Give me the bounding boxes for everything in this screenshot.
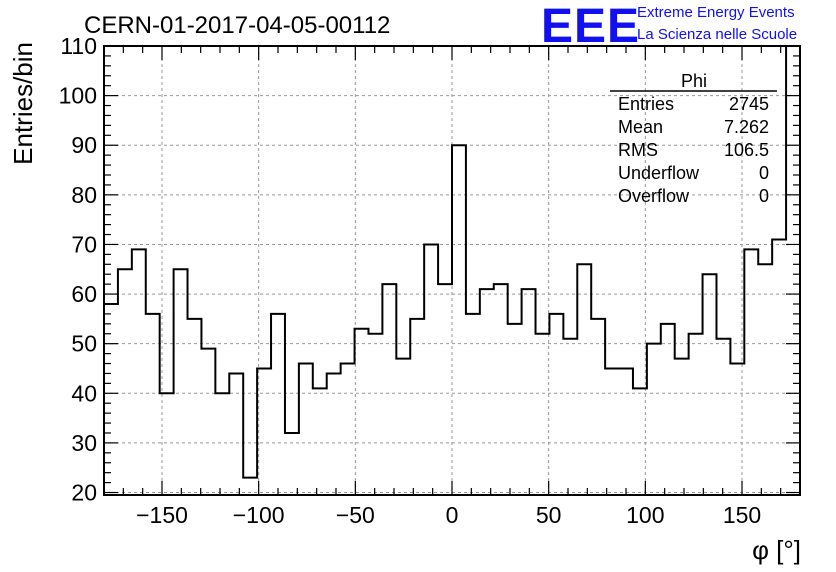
y-tick-label: 40 xyxy=(71,380,97,406)
histogram-bin xyxy=(104,304,118,495)
histogram-bin xyxy=(243,478,257,495)
histogram-bin xyxy=(299,364,313,495)
histogram-bin xyxy=(327,373,341,495)
histogram-bin xyxy=(647,344,661,495)
logo-line1: Extreme Energy Events xyxy=(637,4,795,21)
x-tick-label: 150 xyxy=(723,502,761,528)
histogram-bin xyxy=(201,349,215,495)
histogram-bin xyxy=(215,393,229,495)
histogram-bin xyxy=(188,319,202,495)
histogram-bin xyxy=(494,284,508,495)
histogram-bin xyxy=(368,334,382,495)
histogram-bin xyxy=(758,264,772,495)
stats-row-label: Mean xyxy=(618,117,663,137)
y-tick-label: 90 xyxy=(71,132,97,158)
histogram-bin xyxy=(396,359,410,495)
histogram-bin xyxy=(772,239,786,495)
histogram-bin xyxy=(675,359,689,495)
histogram-bin xyxy=(508,324,522,495)
histogram-bin xyxy=(522,289,536,495)
x-tick-label: 0 xyxy=(446,502,459,528)
histogram-bin xyxy=(132,249,146,495)
histogram-bin xyxy=(313,388,327,495)
histogram-bin xyxy=(480,289,494,495)
chart-title: CERN-01-2017-04-05-00112 xyxy=(84,12,390,39)
stats-row-value: 7.262 xyxy=(724,117,769,137)
stats-row-label: Entries xyxy=(618,94,674,114)
histogram-bin xyxy=(563,339,577,495)
histogram-bars xyxy=(104,45,800,495)
histogram-bin xyxy=(424,244,438,495)
eee-logo: EEE Extreme Energy Events La Scienza nel… xyxy=(541,0,797,53)
stats-row-value: 106.5 xyxy=(724,140,769,160)
y-axis-label: Entries/bin xyxy=(8,42,38,165)
histogram-bin xyxy=(744,249,758,495)
histogram-bin xyxy=(466,314,480,495)
stats-row-value: 2745 xyxy=(729,94,769,114)
y-tick-label: 30 xyxy=(71,430,97,456)
stats-row-label: RMS xyxy=(618,140,658,160)
histogram-bin xyxy=(703,274,717,495)
histogram-bin xyxy=(536,334,550,495)
y-tick-label: 60 xyxy=(71,281,97,307)
histogram-bin xyxy=(786,46,800,495)
y-tick-label: 80 xyxy=(71,182,97,208)
histogram-bin xyxy=(633,388,647,495)
histogram-bin xyxy=(341,364,355,495)
histogram-bin xyxy=(160,393,174,495)
logo-line2: La Scienza nelle Scuole xyxy=(637,26,797,43)
histogram-bin xyxy=(716,339,730,495)
histogram-bin xyxy=(438,284,452,495)
histogram-bin xyxy=(549,314,563,495)
logo-text: EEE xyxy=(541,0,640,53)
stats-row-value: 0 xyxy=(759,163,769,183)
histogram-bin xyxy=(118,269,132,495)
x-axis-label: φ [°] xyxy=(752,535,801,565)
y-tick-label: 100 xyxy=(59,83,97,109)
x-tick-label: 100 xyxy=(626,502,664,528)
stats-row-label: Underflow xyxy=(618,163,700,183)
histogram-bin xyxy=(146,314,160,495)
x-tick-label: −100 xyxy=(233,502,285,528)
histogram-bin xyxy=(577,264,591,495)
histogram-bin xyxy=(591,319,605,495)
histogram-bin xyxy=(382,284,396,495)
histogram-bin xyxy=(730,364,744,495)
stats-title: Phi xyxy=(681,71,707,91)
y-tick-label: 70 xyxy=(71,231,97,257)
x-tick-label: −50 xyxy=(336,502,375,528)
tick-labels: −150 −100 −50 0 50 100 150 20 30 40 50 60 70 80 90 100 1… xyxy=(59,33,762,528)
histogram-bin xyxy=(355,329,369,495)
histogram-bin xyxy=(689,334,703,495)
histogram-bin xyxy=(605,368,619,495)
y-tick-label: 50 xyxy=(71,331,97,357)
stats-row-label: Overflow xyxy=(618,186,690,206)
histogram-bin xyxy=(452,145,466,495)
x-tick-label: −150 xyxy=(136,502,188,528)
stats-row-value: 0 xyxy=(759,186,769,206)
histogram-bin xyxy=(229,373,243,495)
histogram-bin xyxy=(174,269,188,495)
histogram-bin xyxy=(257,368,271,495)
y-tick-label: 20 xyxy=(71,480,97,506)
histogram-bin xyxy=(410,319,424,495)
histogram-bin xyxy=(271,314,285,495)
histogram-bin xyxy=(661,324,675,495)
histogram-outline xyxy=(104,45,800,479)
y-tick-label: 110 xyxy=(60,33,97,59)
stats-box: Phi Entries 2745 Mean 7.262 RMS 106.5 Underflo… xyxy=(610,71,777,206)
axis-ticks xyxy=(103,45,801,495)
histogram-bin xyxy=(285,433,299,495)
x-tick-label: 50 xyxy=(536,502,562,528)
histogram-bin xyxy=(619,368,633,495)
